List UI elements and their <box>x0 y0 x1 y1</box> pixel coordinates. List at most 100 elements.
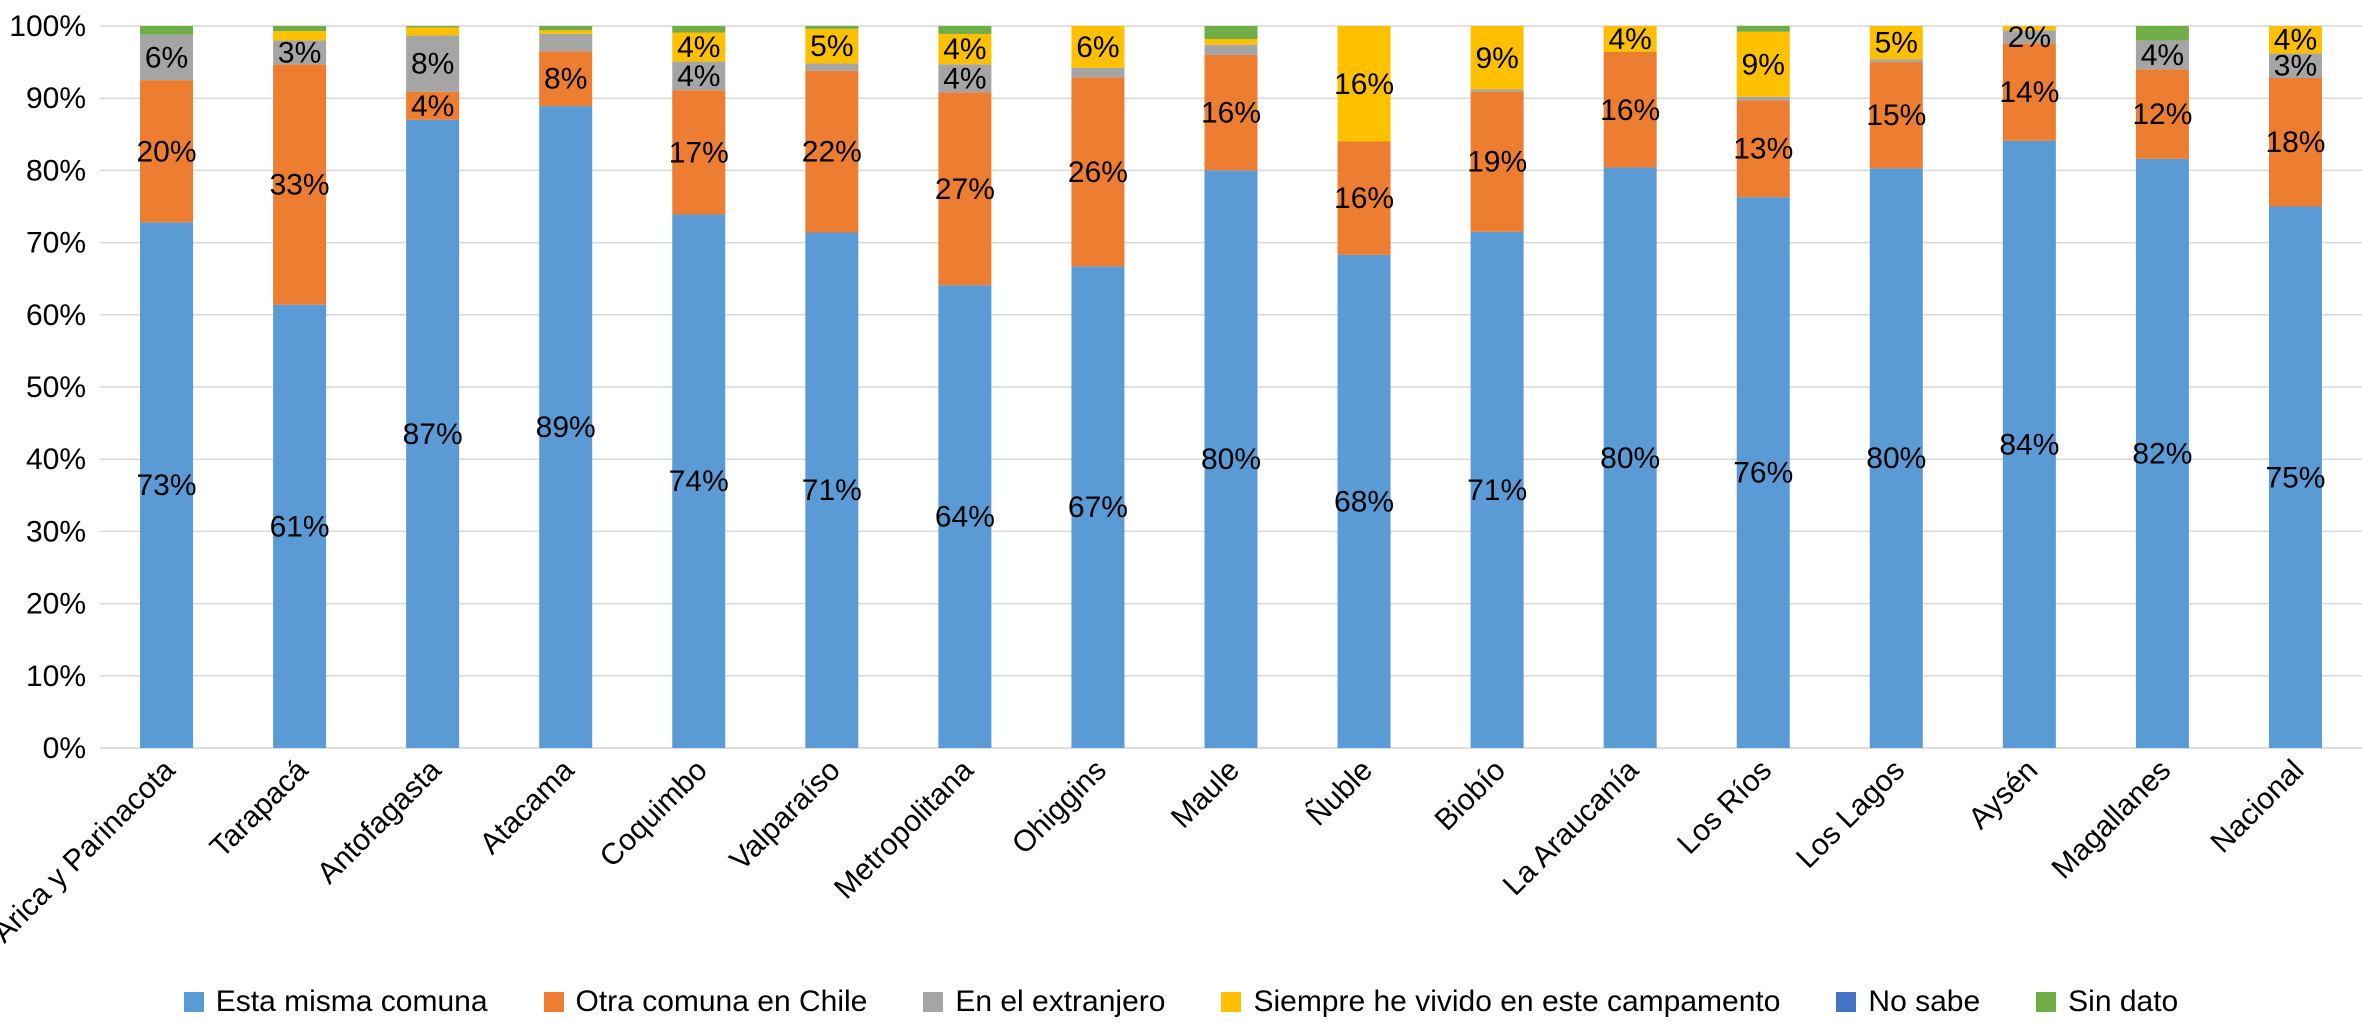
bar-segment <box>938 33 992 65</box>
bar-segment <box>1736 26 1790 32</box>
bar-segment <box>140 26 194 35</box>
bar-segment <box>938 92 992 286</box>
data-label: 74% <box>669 465 729 498</box>
data-label: 4% <box>2141 39 2184 72</box>
x-tick-label: Aysén <box>1962 754 2044 836</box>
bar-segment <box>2135 40 2189 70</box>
data-label: 89% <box>536 411 596 444</box>
data-label: 80% <box>1600 442 1660 475</box>
legend-swatch <box>1221 992 1242 1012</box>
legend-swatch <box>543 992 564 1012</box>
bar-segment <box>2002 140 2056 749</box>
bar-segment <box>805 70 859 233</box>
data-label: 3% <box>278 36 321 69</box>
data-label: 16% <box>1600 94 1660 127</box>
x-tick-label: Arica y Parinacota <box>0 753 182 949</box>
data-label: 75% <box>2265 461 2325 494</box>
data-label: 18% <box>2265 126 2325 159</box>
data-label: 12% <box>2132 98 2192 131</box>
bar-segment <box>539 33 593 52</box>
data-label: 33% <box>270 168 330 201</box>
legend-label: No sabe <box>1868 985 1981 1018</box>
bar-segment <box>672 32 726 62</box>
data-label: 27% <box>935 173 995 206</box>
data-label: 6% <box>1076 31 1119 64</box>
data-label: 4% <box>677 31 720 64</box>
y-tick-label: 100% <box>9 10 86 43</box>
legend-item: Sin dato <box>2036 985 2178 1019</box>
bar-segment <box>273 40 327 65</box>
bar-segment <box>2268 206 2322 748</box>
legend-swatch <box>1836 992 1857 1012</box>
data-label: 71% <box>802 474 862 507</box>
data-label: 5% <box>810 30 853 63</box>
stacked-bar-chart: 0% 10% 20% 30% 40% 50% 60% 70% 80% 90% 100% 73% 20%… <box>0 10 2362 949</box>
bar-segment <box>2135 26 2189 41</box>
bar-segment <box>273 26 327 32</box>
bar-segment <box>805 232 859 748</box>
x-tick-label: Valparaíso <box>724 754 847 877</box>
data-label: 61% <box>270 510 330 543</box>
bar-segment <box>2002 43 2056 141</box>
bar-segment <box>805 63 859 71</box>
bar-segment <box>539 30 593 34</box>
x-tick-label: Coquimbo <box>594 754 714 874</box>
x-tick-label: Ñuble <box>1300 753 1379 832</box>
bars <box>140 26 2322 749</box>
x-tick-label: Ohiggins <box>1006 754 1113 861</box>
bar-segment <box>805 26 859 29</box>
data-label: 6% <box>145 41 188 74</box>
data-label: 64% <box>935 501 995 534</box>
data-label: 15% <box>1866 99 1926 132</box>
bar-segment <box>140 34 194 81</box>
y-tick-label: 40% <box>26 443 86 476</box>
data-label: 9% <box>1742 48 1785 81</box>
bar-segment <box>1869 26 1923 60</box>
bar-segment <box>1204 26 1258 39</box>
bar-segment <box>1869 59 1923 63</box>
bar-segment <box>2268 53 2322 78</box>
legend-swatch <box>2036 992 2057 1012</box>
data-label: 73% <box>137 469 197 502</box>
bar-segment <box>2135 158 2189 748</box>
legend-item: Esta misma comuna <box>183 985 488 1019</box>
bar-segment <box>1204 54 1258 171</box>
bar-segment <box>805 28 859 64</box>
bar-segment <box>938 26 992 34</box>
x-tick-label: Los Ríos <box>1671 754 1778 861</box>
data-label: 84% <box>1999 428 2059 461</box>
x-tick-label: Antofagasta <box>311 753 448 890</box>
bar-segment <box>2002 30 2056 44</box>
legend-item: Siempre he vivido en este campamento <box>1221 985 1780 1019</box>
bar-segment <box>273 64 327 305</box>
bar-segment <box>1603 51 1657 168</box>
data-label: 4% <box>2274 23 2317 56</box>
bar-segment <box>2002 26 2056 31</box>
y-axis-ticks: 0% 10% 20% 30% 40% 50% 60% 70% 80% 90% 100% <box>9 10 86 765</box>
data-label: 4% <box>677 60 720 93</box>
x-tick-label: La Araucanía <box>1497 753 1646 902</box>
data-label: 71% <box>1467 474 1527 507</box>
bar-segment <box>539 51 593 107</box>
bar-segment <box>2135 69 2189 159</box>
bar-segment <box>672 26 726 33</box>
bar-segment <box>1470 89 1524 92</box>
data-label: 8% <box>411 48 454 81</box>
x-tick-label: Tarapacá <box>204 753 315 864</box>
legend-item: No sabe <box>1836 985 1980 1019</box>
bar-segment <box>1736 31 1790 97</box>
bar-segment <box>1337 141 1391 255</box>
data-label: 19% <box>1467 146 1527 179</box>
data-label: 4% <box>943 62 986 95</box>
bar-segment <box>1204 38 1258 45</box>
data-label: 5% <box>1875 27 1918 60</box>
bar-segment <box>273 31 327 41</box>
y-tick-label: 30% <box>26 515 86 548</box>
data-label: 16% <box>1201 97 1261 130</box>
data-label: 87% <box>403 418 463 451</box>
data-label: 17% <box>669 136 729 169</box>
y-tick-label: 20% <box>26 588 86 621</box>
bar-segment <box>1071 67 1125 78</box>
data-label: 4% <box>411 90 454 123</box>
